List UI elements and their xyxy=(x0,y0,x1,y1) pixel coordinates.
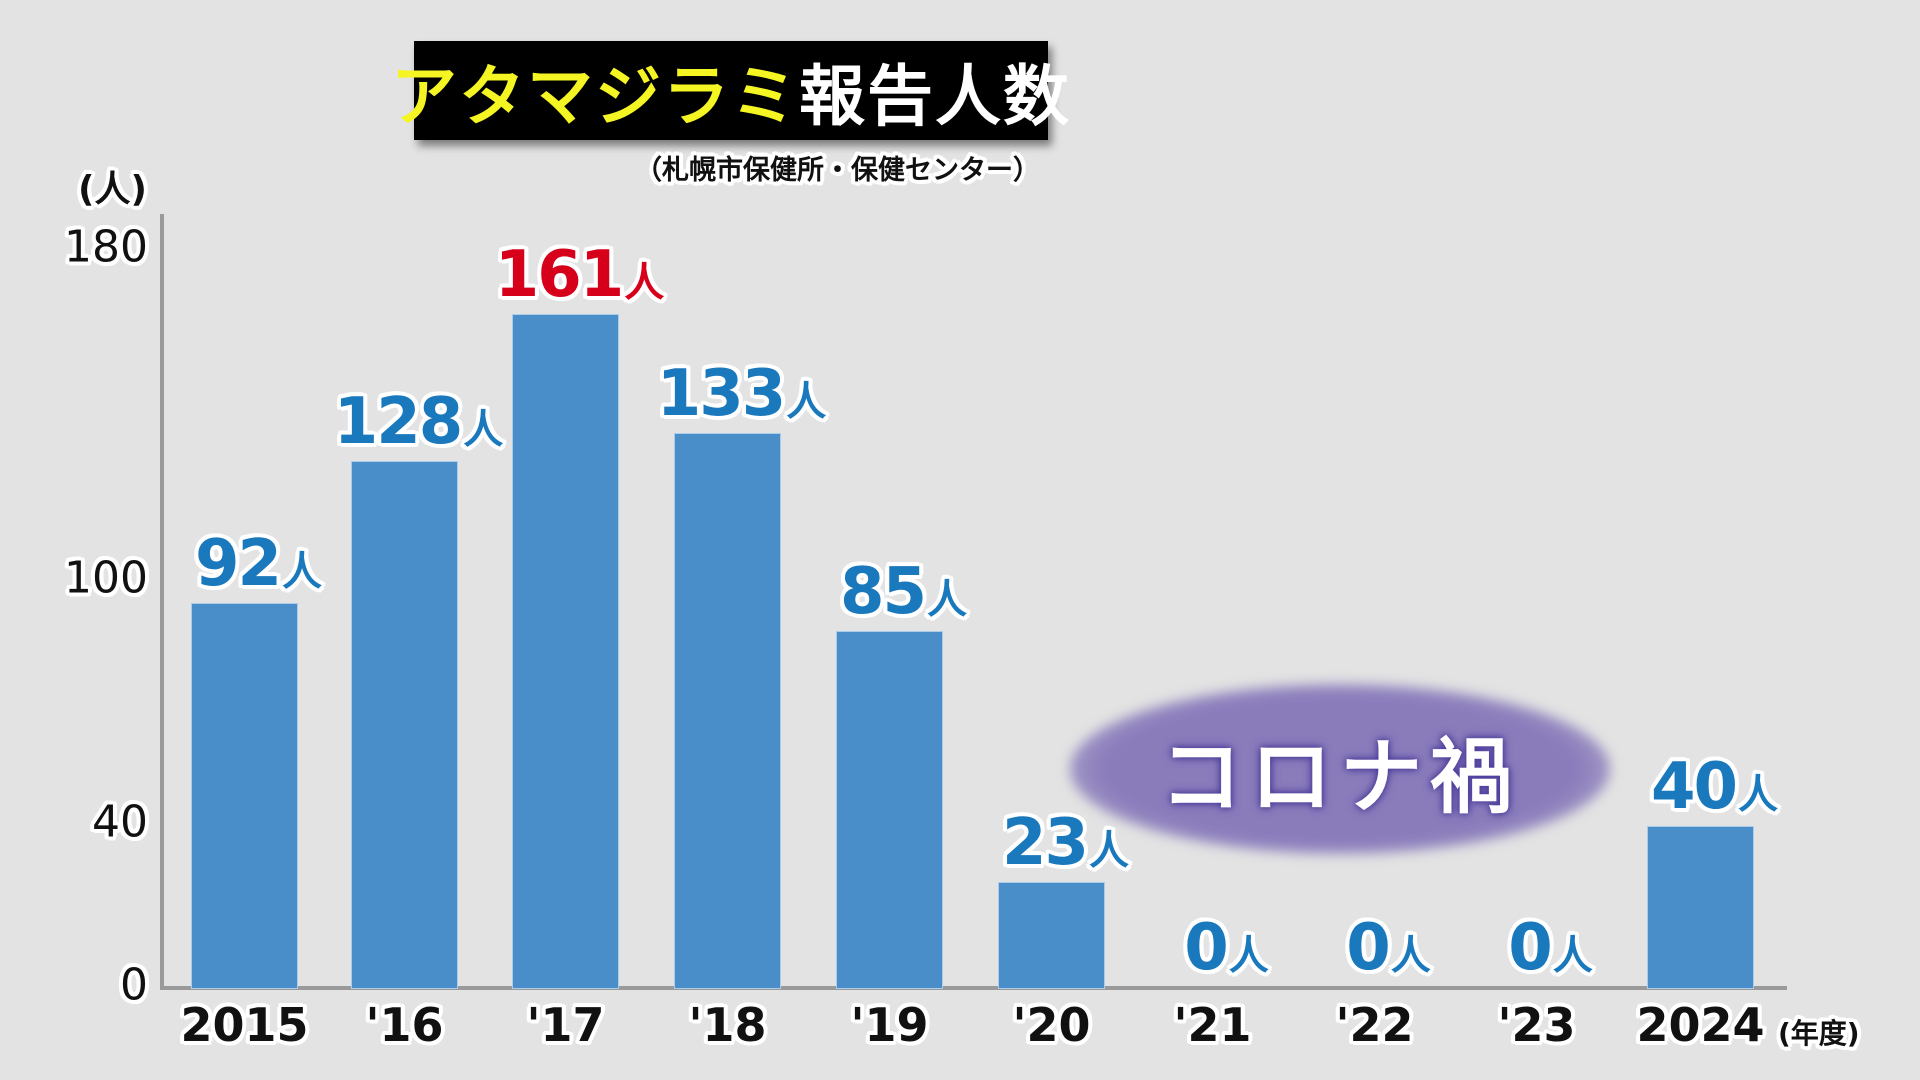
bar xyxy=(192,604,297,988)
bar-value-number: 128 xyxy=(333,385,464,459)
bar xyxy=(837,632,942,988)
bar xyxy=(675,434,780,988)
bar-value-unit: 人 xyxy=(1089,828,1130,874)
chart-source: （札幌市保健所・保健センター） xyxy=(635,155,1040,186)
bar-value-label: 40人 xyxy=(1651,755,1778,819)
bar-value-unit: 人 xyxy=(1552,933,1593,979)
bar-value-number: 0 xyxy=(1184,911,1229,985)
x-tick-label: '16 xyxy=(365,998,444,1052)
y-tick-label: 0 xyxy=(120,959,148,1011)
bar-value-label: 128人 xyxy=(334,390,504,454)
bar-value-number: 0 xyxy=(1346,911,1391,985)
x-tick-label: '21 xyxy=(1173,998,1252,1052)
bar-value-unit: 人 xyxy=(786,379,827,425)
bar-value-unit: 人 xyxy=(927,577,968,623)
bar-value-unit: 人 xyxy=(463,407,504,453)
bar-value-label: 85人 xyxy=(840,560,967,624)
bar-value-number: 85 xyxy=(839,555,927,629)
x-tick-label: '17 xyxy=(526,998,605,1052)
y-tick-label: 100 xyxy=(64,552,148,604)
bar-value-label: 133人 xyxy=(657,362,827,426)
bar xyxy=(1648,827,1753,988)
y-axis-unit: (人) xyxy=(78,169,147,210)
bar xyxy=(513,315,618,988)
chart-title-highlight: アタマジラミ xyxy=(391,57,799,135)
y-tick-label: 40 xyxy=(92,796,148,848)
x-axis-unit: (年度) xyxy=(1778,1017,1860,1050)
x-tick-label: 2024 xyxy=(1636,998,1765,1052)
bar-value-label: 23人 xyxy=(1002,811,1129,875)
x-tick-label: '18 xyxy=(688,998,767,1052)
chart-title-box: アタマジラミ 報告人数 xyxy=(391,41,1069,140)
x-tick-label: '23 xyxy=(1497,998,1576,1052)
bar-value-label: 92人 xyxy=(195,532,322,596)
bar-value-unit: 人 xyxy=(1738,772,1779,818)
y-tick-label: 180 xyxy=(64,221,148,273)
bar-value-number: 92 xyxy=(194,527,282,601)
bar-value-unit: 人 xyxy=(1228,933,1269,979)
bar-value-label: 0人 xyxy=(1184,916,1269,980)
x-tick-label: '22 xyxy=(1335,998,1414,1052)
covid-annotation: コロナ禍 xyxy=(1159,729,1520,825)
y-axis-line xyxy=(160,214,164,990)
bar-value-number: 40 xyxy=(1650,750,1738,824)
bar-value-label: 0人 xyxy=(1346,916,1431,980)
x-tick-label: '20 xyxy=(1012,998,1091,1052)
bar-value-number: 133 xyxy=(656,357,787,431)
bar xyxy=(352,462,457,988)
x-tick-label: 2015 xyxy=(180,998,309,1052)
bar-value-label: 161人 xyxy=(495,243,665,307)
bar-value-number: 0 xyxy=(1508,911,1553,985)
bar-value-number: 161 xyxy=(494,238,625,312)
bar-value-label: 0人 xyxy=(1508,916,1593,980)
chart-title-rest: 報告人数 xyxy=(799,57,1071,135)
x-axis-line xyxy=(160,986,1787,990)
x-tick-label: '19 xyxy=(850,998,929,1052)
bar-value-unit: 人 xyxy=(282,549,323,595)
bar-value-unit: 人 xyxy=(624,260,665,306)
bar-value-unit: 人 xyxy=(1390,933,1431,979)
covid-annotation-glow xyxy=(1070,684,1610,854)
bar xyxy=(999,883,1104,988)
bar-value-number: 23 xyxy=(1001,806,1089,880)
